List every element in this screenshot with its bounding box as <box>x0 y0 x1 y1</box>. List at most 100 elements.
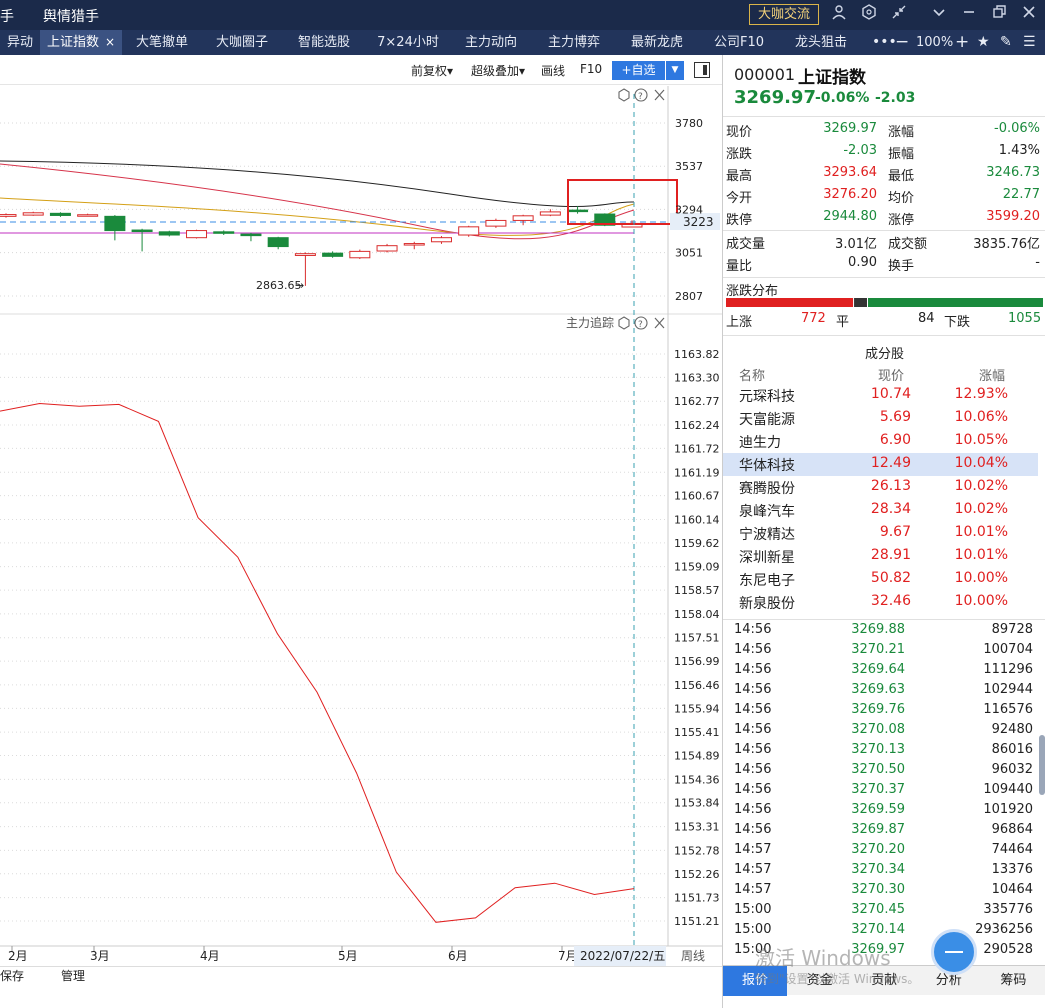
quote-v2: 3599.20 <box>986 209 1040 224</box>
constituent-row[interactable]: 迪生力 6.90 10.05% <box>723 430 1038 453</box>
star-icon[interactable]: ★ <box>977 34 990 50</box>
quote-v1: 3276.20 <box>823 187 877 202</box>
tab-3[interactable]: 大咖圈子 <box>202 30 282 55</box>
indicator-tick: 1160.14 <box>674 513 720 526</box>
zoom-out-icon[interactable]: − <box>895 32 910 52</box>
tab-label: 最新龙虎 <box>630 35 683 50</box>
tick-t: 14:57 <box>734 882 772 897</box>
edit-icon[interactable]: ✎ <box>1000 34 1012 50</box>
indicator-help-icon <box>634 316 648 330</box>
tab-label: 智能选股 <box>297 35 350 50</box>
tab-close-icon[interactable]: × <box>104 35 116 49</box>
tab-9[interactable]: 公司F10 <box>698 30 780 55</box>
zoom-in-icon[interactable]: + <box>955 32 970 52</box>
activation-watermark: 激活 Windows <box>755 946 891 970</box>
right-tab-4[interactable]: 筹码 <box>1000 973 1027 988</box>
restore-icon[interactable] <box>988 4 1010 26</box>
constituent-row[interactable]: 泉峰汽车 28.34 10.02% <box>723 499 1038 522</box>
user-icon[interactable] <box>828 4 850 26</box>
tab-5[interactable]: 7×24小时 <box>366 30 450 55</box>
shrink-icon[interactable] <box>888 4 910 26</box>
date-tag <box>574 946 666 966</box>
news-exchange-button[interactable]: 大咖交流 <box>749 4 819 25</box>
tick-t: 14:56 <box>734 642 772 657</box>
right-tab-3[interactable]: 分析 <box>935 973 962 988</box>
constituent-row[interactable]: 华体科技 12.49 10.04% <box>723 453 1038 476</box>
quote-l1: 最高 <box>726 169 753 184</box>
indicator-tick: 1156.46 <box>674 679 720 692</box>
chevron-down-icon[interactable] <box>928 4 950 26</box>
tab-10[interactable]: 龙头狙击 <box>780 30 862 55</box>
draw-button[interactable]: 画线 <box>541 64 566 78</box>
pane-icons-top[interactable]: ? <box>618 88 665 102</box>
adjust-dropdown[interactable]: 前复权▾ <box>411 64 454 78</box>
tab-7[interactable]: 主力博弈 <box>532 30 616 55</box>
month-label: 7月 <box>558 949 578 963</box>
quote-l1: 今开 <box>726 191 753 206</box>
save-button[interactable]: 保存 <box>0 969 25 983</box>
hexagon-settings-icon[interactable] <box>858 4 880 26</box>
tab-6[interactable]: 主力动向 <box>450 30 532 55</box>
constituent-row[interactable]: 元琛科技 10.74 12.93% <box>723 384 1038 407</box>
constituent-pct: 12.93% <box>954 386 1008 402</box>
candle <box>539 209 561 217</box>
f10-button[interactable]: F10 <box>580 62 603 76</box>
tab-4[interactable]: 智能选股 <box>282 30 366 55</box>
app-name[interactable]: 舆情猎手 <box>43 9 99 25</box>
more-tabs-icon[interactable]: ••• <box>872 34 897 50</box>
tick-v: 335776 <box>983 902 1033 917</box>
add-watchlist-dropdown[interactable]: ▼ <box>666 61 684 80</box>
constituent-row[interactable]: 赛腾股份 26.13 10.02% <box>723 476 1038 499</box>
constituent-row[interactable]: 宁波精达 9.67 10.01% <box>723 522 1038 545</box>
candle <box>186 229 208 239</box>
constituent-row[interactable]: 新泉股份 32.46 10.00% <box>723 591 1038 614</box>
constituent-row[interactable]: 东尼电子 50.82 10.00% <box>723 568 1038 591</box>
pane-settings-icon <box>618 88 630 102</box>
right-tab-1[interactable]: 资金 <box>806 973 833 988</box>
flat-count: 84 <box>918 311 935 326</box>
chart-svg[interactable]: 3223 2863.65 → 3780 3537 3294 3051 2807 主力追踪… <box>0 86 722 966</box>
tab-1[interactable]: 上证指数 × <box>40 30 122 55</box>
overlay-dropdown[interactable]: 超级叠加▾ <box>471 64 526 78</box>
sidebar-toggle-icon[interactable] <box>694 62 710 78</box>
flat-label: 平 <box>836 315 850 330</box>
cons-head-price[interactable]: 现价 <box>878 369 905 384</box>
tab-0[interactable]: 异动 <box>0 30 40 55</box>
quote-l1: 涨跌 <box>726 147 753 162</box>
minimize-icon[interactable] <box>958 4 980 26</box>
scrollbar-thumb[interactable] <box>1039 735 1045 795</box>
constituent-row[interactable]: 天富能源 5.69 10.06% <box>723 407 1038 430</box>
activation-watermark-sub: 转到"设置"以激活 Windows。 <box>755 972 920 986</box>
constituent-row[interactable]: 深圳新星 28.91 10.01% <box>723 545 1038 568</box>
tab-menu-icon[interactable]: ☰ <box>1023 34 1036 50</box>
tab-8[interactable]: 最新龙虎 <box>616 30 698 55</box>
manage-button[interactable]: 管理 <box>61 969 86 983</box>
quote2-l1: 成交量 <box>726 237 766 252</box>
tick-p: 3270.21 <box>851 642 905 657</box>
candle <box>458 225 480 237</box>
close-icon[interactable] <box>1018 4 1040 26</box>
tick-v: 96864 <box>991 822 1033 837</box>
constituent-price: 5.69 <box>879 409 911 425</box>
tick-row: 14:56 3270.37 109440 <box>723 780 1045 800</box>
right-tab-2[interactable]: 贡献 <box>871 973 898 988</box>
tab-2[interactable]: 大笔撤单 <box>122 30 202 55</box>
chart-area[interactable]: 3223 2863.65 → 3780 3537 3294 3051 2807 主力追踪… <box>0 86 722 966</box>
floating-assistant-button[interactable] <box>931 929 977 975</box>
candle <box>0 213 17 218</box>
cons-head-name[interactable]: 名称 <box>739 369 766 384</box>
tick-p: 3270.50 <box>851 762 905 777</box>
bottom-bar: 保存 管理 <box>0 966 722 1008</box>
quote-l2: 涨幅 <box>888 125 915 140</box>
ma-line-red <box>0 163 635 240</box>
right-tab-0[interactable]: 报价 <box>723 966 787 996</box>
title-fragment[interactable]: 手 <box>0 9 14 25</box>
add-watchlist-button[interactable]: +自选 <box>612 61 665 80</box>
constituent-name: 新泉股份 <box>739 596 795 612</box>
tick-p: 3270.08 <box>851 722 905 737</box>
pane-icons-indicator[interactable]: ? <box>618 316 665 330</box>
indicator-tick: 1154.89 <box>674 750 720 763</box>
tick-p: 3269.64 <box>851 662 905 677</box>
stock-pct-change: -0.06% <box>815 90 870 106</box>
cons-head-pct[interactable]: 涨幅 <box>979 369 1006 384</box>
